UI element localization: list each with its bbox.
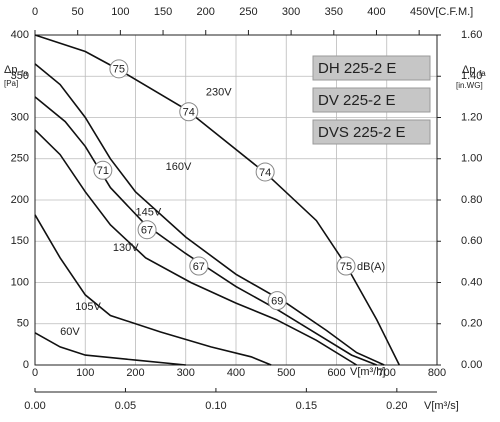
y2-tick-label: 0.80 [461,194,482,206]
y-tick-label: 100 [11,276,29,288]
y-tick-label: 400 [11,29,29,41]
y2-tick-label: 0.20 [461,318,482,330]
y-tick-label: 300 [11,111,29,123]
y-label-text: Δp [4,64,17,76]
x-bottom-tick-label: 0.15 [296,400,317,412]
x-tick-label: 100 [76,367,94,379]
fan-curve [34,63,385,366]
x-bottom-tick-label: 0.05 [115,400,136,412]
x-tick-label: 400 [227,367,245,379]
y-unit: [Pa] [4,79,18,88]
y2-label: Δp fa [in.WG] [456,64,486,90]
y2-tick-label: 0.00 [461,359,482,371]
db-value: 74 [183,107,195,119]
curve-label: 145V [136,206,162,218]
y2-tick-label: 0.40 [461,276,482,288]
db-value: 67 [141,225,153,237]
x-label: V[m³/h] [350,366,385,378]
curve-label: 60V [60,326,80,338]
db-circle [179,102,199,122]
y2-label-sub: fa [479,69,486,78]
y2-tick-label: 1.60 [461,29,482,41]
y2-label-text: Δp [462,64,475,76]
model-name: DV 225-2 E [318,92,396,109]
db-circle [109,59,129,79]
curve-label: 130V [113,242,139,254]
db-value: 74 [259,167,271,179]
y-tick-label: 250 [11,153,29,165]
curve-label: 160V [166,161,192,173]
db-circle [93,160,113,180]
x-top-tick-label: 0 [32,6,38,18]
db-circle [137,220,157,240]
db-unit: dB(A) [357,261,385,273]
x-top-tick-label: 300 [282,6,300,18]
y-tick-label: 0 [23,359,29,371]
x-top-tick-label: 450 [410,6,428,18]
y2-tick-label: 1.40 [461,70,482,82]
db-value: 67 [193,261,205,273]
x-top-tick-label: 250 [239,6,257,18]
fan-curve [34,129,358,366]
x-bottom-tick-label: 0.00 [24,400,45,412]
model-name: DVS 225-2 E [318,124,406,141]
x-bottom-label: V[m³/s] [424,400,459,412]
model-name: DH 225-2 E [318,60,396,77]
x-top-tick-label: 50 [72,6,84,18]
curve-label: 230V [206,87,232,99]
x-bottom-tick-label: 0.20 [386,400,407,412]
y-label-sub: fa [21,69,28,78]
model-box [312,87,431,113]
db-value: 69 [271,296,283,308]
x-tick-label: 600 [327,367,345,379]
x-bottom-tick-label: 0.10 [205,400,226,412]
db-circle [336,256,356,276]
fan-curve [34,332,186,366]
db-value: 71 [97,165,109,177]
curve-label: 105V [75,301,101,313]
y2-tick-label: 1.20 [461,111,482,123]
db-circle [267,291,287,311]
y-label: Δp fa [Pa] [4,64,28,88]
model-box [312,55,431,81]
x-top-tick-label: 100 [111,6,129,18]
x-tick-label: 200 [126,367,144,379]
y-tick-label: 150 [11,235,29,247]
db-value: 75 [340,261,352,273]
plot-frame [34,34,438,366]
y2-tick-label: 1.00 [461,153,482,165]
y2-unit: [in.WG] [456,81,483,90]
x-top-tick-label: 350 [325,6,343,18]
x-top-tick-label: 150 [154,6,172,18]
x-top-label: V[C.F.M.] [428,6,473,18]
x-top-tick-label: 200 [197,6,215,18]
y-tick-label: 350 [11,70,29,82]
y-tick-label: 200 [11,194,29,206]
x-tick-label: 700 [378,367,396,379]
y-tick-label: 50 [17,318,29,330]
x-tick-label: 0 [32,367,38,379]
db-circle [255,162,275,182]
db-circle [189,256,209,276]
x-tick-label: 500 [277,367,295,379]
db-value: 75 [113,64,125,76]
x-tick-label: 300 [177,367,195,379]
fan-curve [34,96,377,366]
y2-tick-label: 0.60 [461,235,482,247]
fan-curve [34,214,272,366]
x-top-tick-label: 400 [367,6,385,18]
model-box [312,119,431,145]
x-tick-label: 800 [428,367,446,379]
